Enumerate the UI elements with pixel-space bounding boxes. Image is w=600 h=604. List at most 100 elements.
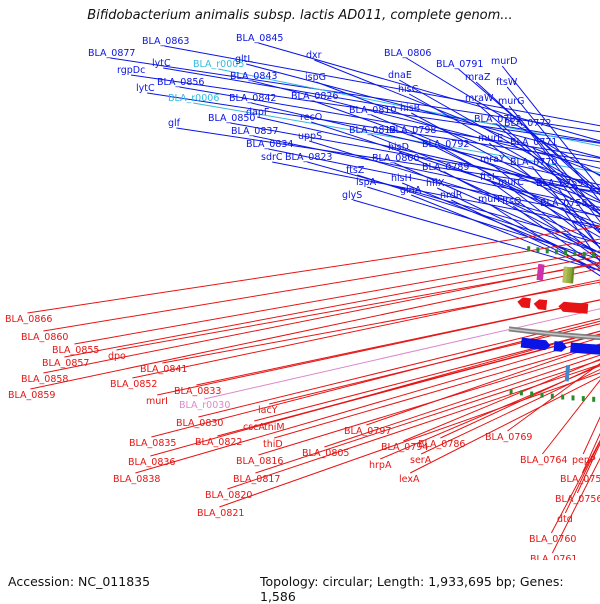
- gene-label-bottom[interactable]: BLA_0836: [128, 457, 175, 468]
- gene-label-top[interactable]: BLA_0759: [536, 178, 583, 189]
- gene-label-top[interactable]: nrdR: [440, 190, 463, 201]
- gene-label-top[interactable]: murD: [491, 56, 518, 67]
- gene-label-top[interactable]: gltL: [235, 54, 253, 65]
- circular-genome-map[interactable]: 1120 kbp1100 kbp1080 kbp1060 kbp1040 kbp…: [0, 0, 600, 560]
- gene-label-top[interactable]: murG: [498, 96, 525, 107]
- gene-label-bottom[interactable]: BLA_0860: [21, 332, 68, 343]
- gene-label-bottom[interactable]: BLA_0857: [42, 358, 89, 369]
- gene-label-bottom[interactable]: BLA_0761: [530, 554, 577, 560]
- gene-label-top[interactable]: ftsW: [496, 77, 518, 88]
- reverse-gene-arrow[interactable]: [558, 301, 572, 312]
- gene-label-top[interactable]: lytC: [152, 58, 171, 69]
- label-connector: [274, 221, 600, 438]
- gene-label-bottom[interactable]: hrpA: [369, 460, 392, 471]
- gene-label-top[interactable]: BLA_r0006: [168, 93, 219, 104]
- gene-label-top[interactable]: BLA_0823: [285, 152, 332, 163]
- gene-label-top[interactable]: hisB: [400, 103, 420, 114]
- gene-label-top[interactable]: lspA: [356, 177, 377, 188]
- gene-label-top[interactable]: hflX: [426, 178, 445, 189]
- gene-label-top[interactable]: dxr: [306, 50, 322, 61]
- gene-label-top[interactable]: murF: [478, 194, 503, 205]
- gene-label-bottom[interactable]: cscA: [243, 422, 265, 433]
- gene-label-top[interactable]: ispG: [305, 72, 326, 83]
- gene-label-bottom[interactable]: dtd: [557, 514, 573, 525]
- gene-label-top[interactable]: mraZ: [465, 72, 491, 83]
- gene-label-top[interactable]: murC: [498, 177, 524, 188]
- gene-label-bottom[interactable]: lacY: [258, 405, 278, 416]
- gene-label-bottom[interactable]: BLA_0756: [555, 494, 600, 505]
- gene-label-bottom[interactable]: BLA_0764: [520, 455, 567, 466]
- gene-label-top[interactable]: lytC: [136, 83, 155, 94]
- gene-label-top[interactable]: BLA_0856: [157, 77, 204, 88]
- gene-label-top[interactable]: mraY: [480, 154, 505, 165]
- gene-label-bottom[interactable]: lexA: [399, 474, 420, 485]
- gene-label-top[interactable]: hisH: [391, 173, 412, 184]
- gene-label-top[interactable]: BLA_0863: [142, 36, 189, 47]
- gene-label-bottom[interactable]: pepP: [572, 455, 596, 466]
- gene-label-bottom[interactable]: dpo: [108, 351, 126, 362]
- gene-label-bottom[interactable]: BLA_0816: [236, 456, 283, 467]
- gene-label-top[interactable]: ftsZ: [346, 165, 365, 176]
- reverse-gene-arrow[interactable]: [533, 299, 547, 310]
- reverse-gene-arrow[interactable]: [517, 297, 531, 308]
- gene-label-bottom[interactable]: BLA_0858: [21, 374, 68, 385]
- gene-label-bottom[interactable]: BLA_0838: [113, 474, 160, 485]
- gene-label-top[interactable]: dnaE: [388, 70, 412, 81]
- gene-label-bottom[interactable]: BLA_0830: [176, 418, 223, 429]
- gene-label-bottom[interactable]: BLA_0833: [174, 386, 221, 397]
- gene-label-top[interactable]: BLA_0877: [88, 48, 135, 59]
- gene-label-bottom[interactable]: murI: [146, 396, 168, 407]
- gene-label-bottom[interactable]: BLA_0852: [110, 379, 157, 390]
- gene-label-top[interactable]: BLA_0789: [422, 162, 469, 173]
- gene-label-bottom[interactable]: BLA_0821: [197, 508, 244, 519]
- gene-label-bottom[interactable]: BLA_0769: [485, 432, 532, 443]
- gene-label-bottom[interactable]: BLA_0786: [418, 439, 465, 450]
- gene-label-top[interactable]: BLA_0792: [422, 139, 469, 150]
- gene-label-bottom[interactable]: BLA_0817: [233, 474, 280, 485]
- gene-label-top[interactable]: BLA_0770: [510, 157, 557, 168]
- gene-label-top[interactable]: BLA_0771: [510, 137, 557, 148]
- gene-label-top[interactable]: BLA_0845: [236, 33, 283, 44]
- gene-label-bottom[interactable]: BLA_0797: [344, 426, 391, 437]
- gene-label-top[interactable]: uppS: [298, 131, 322, 142]
- gene-label-top[interactable]: BLA_0798: [389, 125, 436, 136]
- gene-label-top[interactable]: BLA_0810: [349, 105, 396, 116]
- gene-label-top[interactable]: BLA_0826: [291, 91, 338, 102]
- gene-label-bottom[interactable]: thiD: [263, 439, 283, 450]
- gene-label-bottom[interactable]: BLA_0755: [560, 474, 600, 485]
- gene-label-top[interactable]: BLA_0837: [231, 126, 278, 137]
- gene-label-bottom[interactable]: BLA_0805: [302, 448, 349, 459]
- gene-label-top[interactable]: hisC: [398, 84, 419, 95]
- gene-label-top[interactable]: sdrC: [261, 152, 283, 163]
- gene-label-top[interactable]: hisD: [388, 142, 409, 153]
- gene-label-top[interactable]: BLA_0850: [208, 113, 255, 124]
- gene-label-top[interactable]: ftsQ: [502, 196, 521, 207]
- gene-label-bottom[interactable]: BLA_0841: [140, 364, 187, 375]
- gene-label-top[interactable]: rgpDc: [117, 65, 145, 76]
- gene-label-top[interactable]: murE: [478, 133, 503, 144]
- gene-label-bottom[interactable]: BLA_0855: [52, 345, 99, 356]
- gene-label-top[interactable]: BLA_0800: [372, 153, 419, 164]
- gene-label-bottom[interactable]: BLA_0820: [205, 490, 252, 501]
- gene-label-top[interactable]: glyS: [342, 190, 362, 201]
- gene-label-top[interactable]: BLA_0791: [436, 59, 483, 70]
- gene-label-top[interactable]: ftsI: [480, 172, 495, 183]
- gene-label-top[interactable]: BLA_0834: [246, 139, 293, 150]
- gene-label-bottom[interactable]: serA: [410, 455, 432, 466]
- gene-label-top[interactable]: BLA_0806: [384, 48, 431, 59]
- gene-label-bottom[interactable]: thiM: [264, 422, 285, 433]
- gene-label-top[interactable]: BLA_0772: [504, 118, 551, 129]
- gene-label-bottom[interactable]: BLA_0859: [8, 390, 55, 401]
- gene-label-bottom[interactable]: BLA_0835: [129, 438, 176, 449]
- gene-label-top[interactable]: glf: [168, 118, 181, 129]
- gene-label-top[interactable]: BLA_0842: [229, 93, 276, 104]
- gene-label-bottom[interactable]: BLA_0866: [5, 314, 52, 325]
- gene-label-top[interactable]: recO: [300, 112, 322, 123]
- gene-label-bottom[interactable]: BLA_0822: [195, 437, 242, 448]
- gene-label-top[interactable]: glnA: [400, 185, 422, 196]
- gene-label-top[interactable]: mraW: [465, 93, 494, 104]
- gene-label-bottom[interactable]: BLA_0760: [529, 534, 576, 545]
- gene-label-top[interactable]: BLA_0843: [230, 71, 277, 82]
- gene-label-top[interactable]: BLA_0758: [540, 198, 587, 209]
- gene-label-bottom[interactable]: BLA_r0030: [179, 400, 230, 411]
